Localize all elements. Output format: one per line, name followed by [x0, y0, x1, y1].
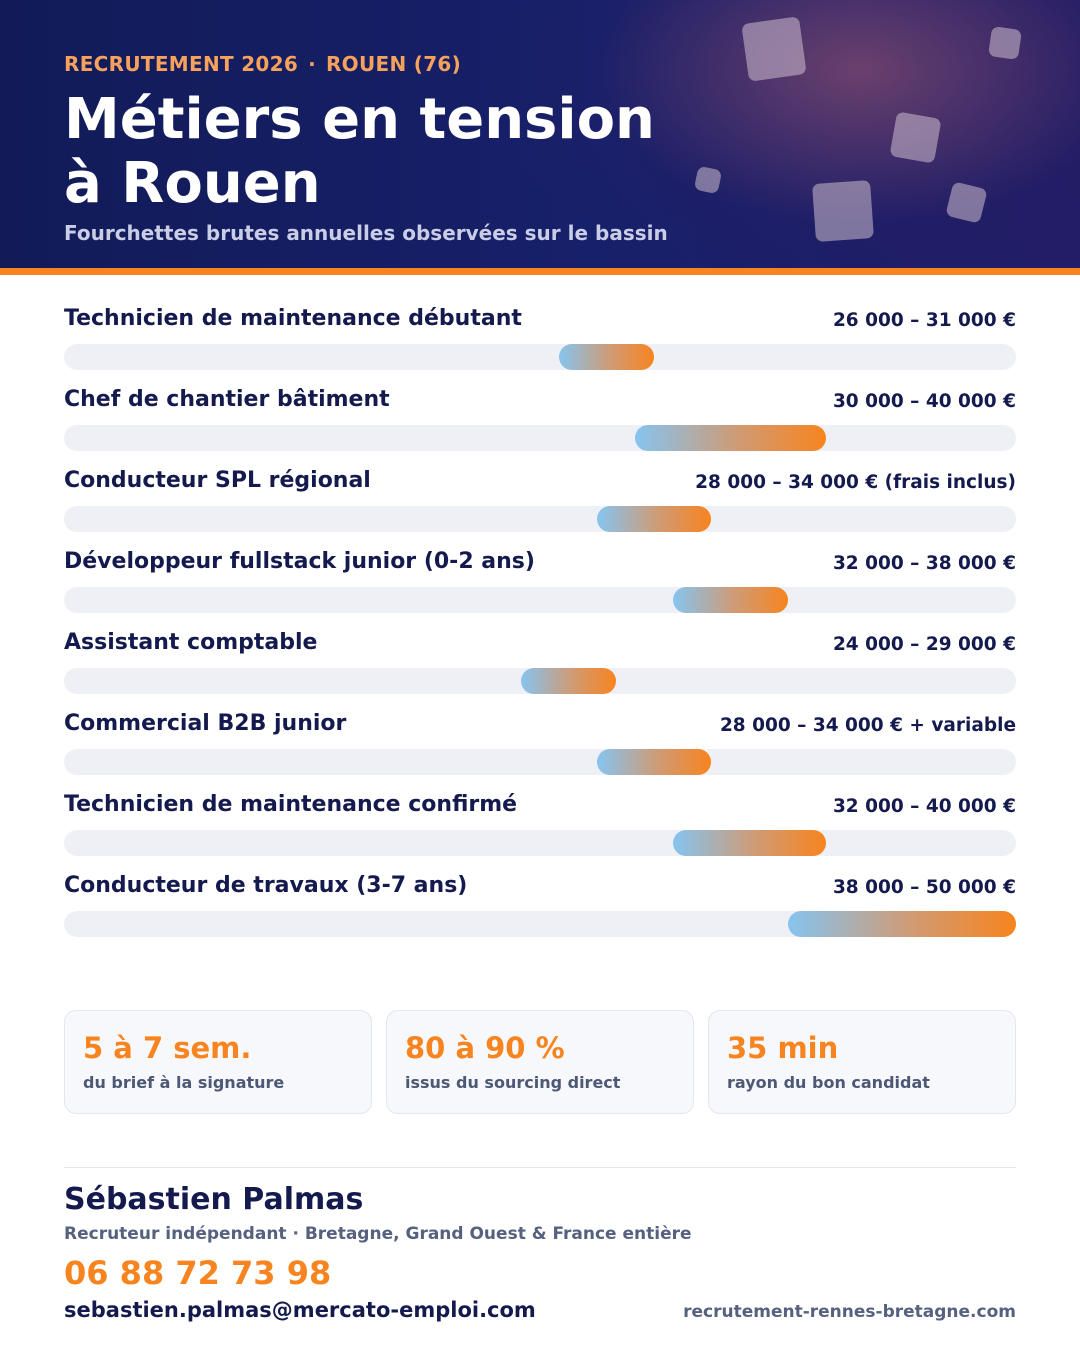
salary-range-bar: [787, 911, 1016, 937]
row-label: Conducteur de travaux (3-7 ans): [64, 873, 468, 898]
row-label: Technicien de maintenance débutant: [64, 306, 522, 331]
row-value-label: 30 000 – 40 000 €: [832, 391, 1016, 412]
stat-value: 5 à 7 sem.: [83, 1031, 252, 1065]
kicker-location: ROUEN (76): [325, 52, 462, 76]
decorative-square-1: [741, 16, 807, 82]
row-value-label: 24 000 – 29 000 €: [832, 634, 1016, 655]
salary-range-bar: [635, 425, 826, 451]
row-value-label: 38 000 – 50 000 €: [832, 877, 1016, 898]
title-line-1: Métiers en tension: [64, 87, 655, 152]
contact-role: Recruteur indépendant · Bretagne, Grand …: [64, 1224, 692, 1244]
decorative-square-4: [693, 165, 723, 195]
chart-row: Conducteur de travaux (3-7 ans) 38 000 – …: [64, 867, 1016, 937]
stat-label: du brief à la signature: [83, 1073, 285, 1092]
range-track: [64, 668, 1016, 694]
stat-value: 35 min: [727, 1031, 839, 1065]
salary-range-bar: [673, 830, 826, 856]
range-track: [64, 344, 1016, 370]
stat-value: 80 à 90 %: [405, 1031, 565, 1065]
contact-email[interactable]: sebastien.palmas@mercato-emploi.com: [64, 1298, 536, 1322]
kicker: RECRUTEMENT 2026 · ROUEN (76): [64, 52, 461, 76]
row-value-label: 32 000 – 40 000 €: [832, 796, 1016, 817]
chart-row: Conducteur SPL régional 28 000 – 34 000 €…: [64, 462, 1016, 532]
row-label: Développeur fullstack junior (0-2 ans): [64, 549, 535, 574]
row-label: Chef de chantier bâtiment: [64, 387, 390, 412]
chart-row: Technicien de maintenance débutant 26 000…: [64, 300, 1016, 370]
stats-row: 5 à 7 sem. du brief à la signature 80 à …: [64, 1010, 1016, 1114]
stat-card-sourcing: 80 à 90 % issus du sourcing direct: [386, 1010, 694, 1114]
salary-range-bar: [673, 587, 788, 613]
chart-row: Chef de chantier bâtiment 30 000 – 40 000…: [64, 381, 1016, 451]
row-value-label: 28 000 – 34 000 € (frais inclus): [695, 472, 1016, 493]
contact-name: Sébastien Palmas: [64, 1182, 364, 1217]
chart-row: Assistant comptable 24 000 – 29 000 €: [64, 624, 1016, 694]
chart-row: Développeur fullstack junior (0-2 ans) 32…: [64, 543, 1016, 613]
page-subtitle: Fourchettes brutes annuelles observées s…: [64, 221, 668, 245]
row-label: Commercial B2B junior: [64, 711, 347, 736]
range-track: [64, 749, 1016, 775]
row-label: Technicien de maintenance confirmé: [64, 792, 518, 817]
kicker-year: RECRUTEMENT 2026: [64, 52, 299, 76]
decorative-square-3: [889, 111, 942, 164]
chart-row: Commercial B2B junior 28 000 – 34 000 € +…: [64, 705, 1016, 775]
salary-range-bar: [597, 749, 712, 775]
salary-range-bar: [597, 506, 712, 532]
row-value-label: 32 000 – 38 000 €: [832, 553, 1016, 574]
stat-card-delay: 5 à 7 sem. du brief à la signature: [64, 1010, 372, 1114]
footer-divider: [64, 1167, 1016, 1168]
decorative-square-2: [988, 26, 1022, 60]
stat-label: issus du sourcing direct: [405, 1073, 621, 1092]
row-value-label: 26 000 – 31 000 €: [832, 310, 1016, 331]
title-line-2: à Rouen: [64, 151, 321, 216]
range-track: [64, 506, 1016, 532]
header-banner: RECRUTEMENT 2026 · ROUEN (76) Métiers en t…: [0, 0, 1080, 268]
row-label: Assistant comptable: [64, 630, 318, 655]
decorative-square-5: [812, 180, 874, 242]
row-value-label: 28 000 – 34 000 € + variable: [719, 715, 1016, 736]
contact-website[interactable]: recrutement-rennes-bretagne.com: [683, 1302, 1016, 1322]
header-accent-line: [0, 268, 1080, 275]
stat-label: rayon du bon candidat: [727, 1073, 930, 1092]
range-track: [64, 425, 1016, 451]
salary-range-bar: [559, 344, 655, 370]
kicker-separator: ·: [308, 52, 316, 76]
range-track: [64, 830, 1016, 856]
salary-range-bar: [520, 668, 617, 694]
range-track: [64, 911, 1016, 937]
decorative-square-6: [945, 181, 988, 224]
row-label: Conducteur SPL régional: [64, 468, 371, 493]
range-track: [64, 587, 1016, 613]
stat-card-radius: 35 min rayon du bon candidat: [708, 1010, 1016, 1114]
page-title: Métiers en tension à Rouen: [64, 88, 655, 216]
chart-row: Technicien de maintenance confirmé 32 000…: [64, 786, 1016, 856]
contact-phone[interactable]: 06 88 72 73 98: [64, 1254, 332, 1292]
